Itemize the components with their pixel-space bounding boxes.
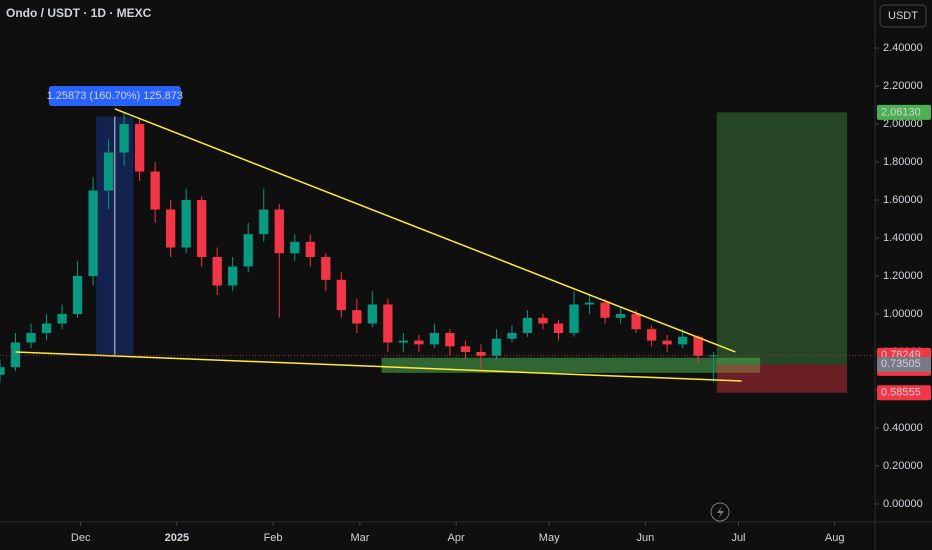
x-tick-label: Feb <box>264 532 283 544</box>
y-tick-label: 0.40000 <box>883 422 923 434</box>
candle-body <box>181 200 191 248</box>
position-stop <box>716 364 848 393</box>
y-tick-label: 1.40000 <box>883 232 923 244</box>
x-tick-label: Dec <box>71 532 91 544</box>
candle-body <box>197 200 207 258</box>
candle-body <box>522 317 533 333</box>
trendline <box>114 108 736 353</box>
candle-body <box>134 124 145 172</box>
y-tick-label: 1.20000 <box>883 270 923 282</box>
candle-body <box>631 313 641 330</box>
candle-body <box>150 171 160 210</box>
candle-body <box>553 323 564 333</box>
price-label-bg <box>877 104 931 120</box>
candle-body <box>103 152 114 191</box>
price-label: 2.06130 <box>881 106 921 118</box>
price-label: 0.58555 <box>881 387 921 399</box>
price-label: 0.73505 <box>881 358 921 370</box>
price-label-bg <box>877 385 931 401</box>
candle-body <box>383 304 393 343</box>
candle-body <box>429 332 440 345</box>
candle-body <box>507 332 517 339</box>
candle-body <box>321 257 331 280</box>
measure-tooltip: 1.25873 (160.70%) 125,873 <box>47 86 183 106</box>
candle-body <box>166 209 176 248</box>
candle-body <box>212 257 222 286</box>
x-tick-label: Jul <box>731 532 745 544</box>
x-tick-label: May <box>539 532 560 544</box>
candle-body <box>693 336 703 356</box>
price-label-bg <box>877 356 931 372</box>
x-tick-label: Apr <box>448 532 465 544</box>
candle-body <box>414 340 424 345</box>
y-tick-label: 1.80000 <box>883 156 923 168</box>
x-tick-label: 2025 <box>165 532 189 544</box>
candle-body <box>677 336 688 345</box>
candle-body <box>646 329 657 341</box>
candle-body <box>41 323 52 333</box>
replay-icon-bolt <box>717 506 724 519</box>
candle-body <box>708 355 719 357</box>
currency-button-label[interactable]: USDT <box>888 10 918 22</box>
chart-title: Ondo / USDT · 1D · MEXC <box>6 6 152 20</box>
y-tick-label: 0.20000 <box>883 460 923 472</box>
measure-tooltip-bg <box>48 86 181 106</box>
x-tick-label: Jun <box>637 532 655 544</box>
currency-button[interactable] <box>879 4 927 28</box>
candle-body <box>228 266 238 286</box>
x-tick-label: Aug <box>825 532 845 544</box>
candle-body <box>88 190 98 277</box>
candle-body <box>57 313 67 324</box>
candle-body <box>72 276 83 314</box>
measure-tooltip-label: 1.25873 (160.70%) 125,873 <box>47 90 183 102</box>
y-tick-label: 2.20000 <box>883 80 923 92</box>
y-tick-label: 1.00000 <box>883 308 923 320</box>
x-tick-label: Mar <box>350 532 369 544</box>
candle-body <box>119 124 129 153</box>
candle-body <box>460 346 471 352</box>
candle-body <box>491 338 502 356</box>
candle-body <box>0 367 5 375</box>
candle-body <box>26 332 36 343</box>
candle-body <box>398 340 409 343</box>
candle-body <box>259 209 269 235</box>
candle-body <box>538 317 548 324</box>
candle-body <box>569 304 579 333</box>
candle-body <box>615 313 626 318</box>
candle-body <box>336 279 346 311</box>
position-target <box>716 112 848 365</box>
candle-body <box>662 340 672 345</box>
y-tick-label: 2.40000 <box>883 42 923 54</box>
trendline <box>15 351 742 382</box>
support-zone <box>381 357 761 373</box>
candle-body <box>476 351 486 356</box>
candle-body <box>305 241 315 258</box>
candle-body <box>290 241 300 254</box>
candle-body <box>243 234 253 267</box>
replay-icon[interactable] <box>710 502 730 522</box>
y-tick-label: 0.00000 <box>883 498 923 510</box>
candle-body <box>367 304 377 324</box>
candle-body <box>584 302 595 305</box>
candle-body <box>600 302 610 318</box>
candle-body <box>352 310 362 324</box>
candle-body <box>445 332 455 347</box>
y-tick-label: 2.00000 <box>883 118 923 130</box>
y-tick-label: 1.60000 <box>883 194 923 206</box>
candle-body <box>274 209 284 254</box>
